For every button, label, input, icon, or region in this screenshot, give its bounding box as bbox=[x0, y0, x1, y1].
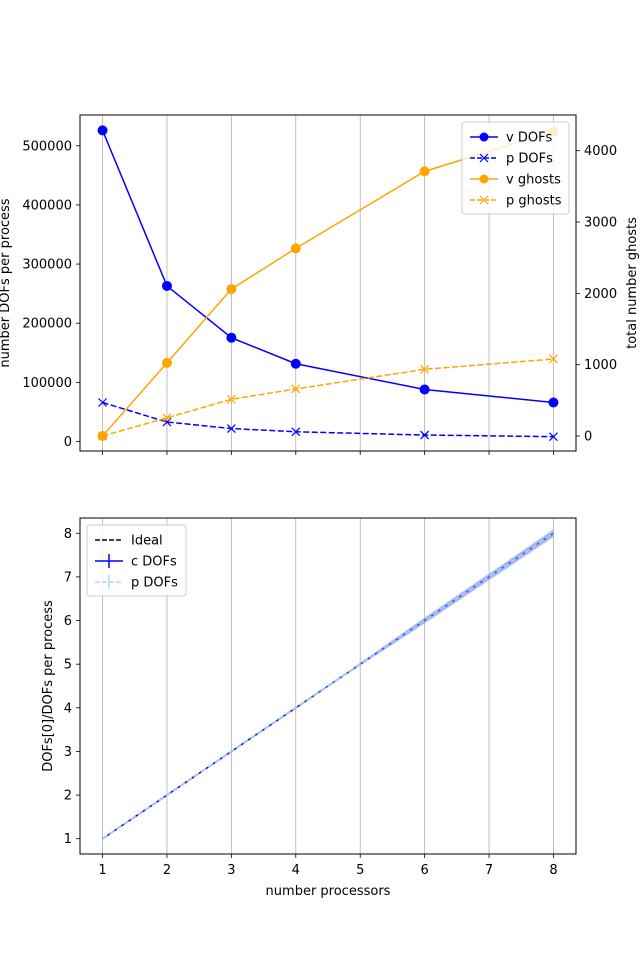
top-legend: v DOFs p DOFs v ghosts p ghosts bbox=[461, 121, 570, 215]
bottom-legend: Ideal c DOFs p DOFs bbox=[86, 524, 187, 597]
xtick-label: 2 bbox=[163, 863, 171, 878]
series-line-v-ghosts bbox=[101, 130, 554, 437]
point-p-dofs bbox=[420, 430, 430, 440]
ytick-label: 0 bbox=[64, 435, 72, 450]
legend-item: v ghosts bbox=[470, 173, 561, 188]
xtick-label: 6 bbox=[420, 863, 428, 878]
point-v-dofs bbox=[161, 280, 172, 291]
ytick-label: 7 bbox=[64, 570, 72, 585]
ytick-label: 500000 bbox=[22, 139, 72, 154]
legend-label: p DOFs bbox=[131, 576, 178, 591]
ytick-right-label: 3000 bbox=[584, 216, 617, 231]
legend-label: v ghosts bbox=[506, 173, 561, 188]
legend-item: v DOFs bbox=[470, 131, 553, 146]
ytick-right-label: 4000 bbox=[584, 144, 617, 159]
top-ylabel: number DOFs per process bbox=[0, 198, 13, 367]
bottom-xticks: 1 2 3 4 5 6 7 8 bbox=[98, 854, 558, 878]
ytick-label: 400000 bbox=[22, 198, 72, 213]
legend-label: c DOFs bbox=[131, 555, 177, 570]
ytick-label: 200000 bbox=[22, 317, 72, 332]
series-band-p-dofs bbox=[102, 528, 554, 839]
point-v-dofs bbox=[226, 332, 237, 343]
ytick-right-label: 2000 bbox=[584, 287, 617, 302]
ytick-right-label: 1000 bbox=[584, 358, 617, 373]
ytick-label: 4 bbox=[64, 701, 72, 716]
point-p-ghosts bbox=[549, 354, 558, 364]
ytick-label: 8 bbox=[64, 527, 72, 542]
series-band-c-dofs bbox=[102, 529, 554, 839]
point-p-ghosts bbox=[420, 364, 430, 374]
point-p-dofs bbox=[98, 398, 107, 407]
ytick-right-label: 0 bbox=[584, 430, 592, 445]
legend-box bbox=[461, 121, 570, 215]
point-v-ghosts bbox=[161, 357, 172, 368]
legend-item: p DOFs bbox=[95, 575, 178, 591]
point-p-ghosts bbox=[226, 394, 236, 404]
point-v-dofs bbox=[419, 384, 430, 395]
ytick-label: 100000 bbox=[22, 376, 72, 391]
legend-label: p ghosts bbox=[506, 194, 562, 209]
xtick-label: 8 bbox=[549, 863, 557, 878]
ytick-label: 300000 bbox=[22, 258, 72, 273]
bottom-xlabel: number processors bbox=[266, 884, 391, 899]
point-p-ghosts bbox=[98, 431, 107, 441]
bottom-ylabel: DOFs[0]/DOFs per process bbox=[41, 600, 56, 772]
point-v-dofs bbox=[97, 125, 108, 136]
bottom-panel: 1 2 3 4 5 6 7 8 1 2 3 4 5 6 7 8 number processors DOFs… bbox=[41, 517, 577, 899]
top-plot-frame bbox=[79, 114, 577, 452]
point-p-dofs bbox=[291, 427, 301, 437]
ytick-label: 1 bbox=[64, 832, 72, 847]
top-xticks bbox=[102, 451, 554, 455]
ytick-label: 5 bbox=[64, 658, 72, 673]
bottom-yticks: 1 2 3 4 5 6 7 8 bbox=[64, 527, 80, 847]
xtick-label: 1 bbox=[98, 863, 106, 878]
point-p-ghosts bbox=[291, 384, 301, 394]
xtick-label: 7 bbox=[485, 863, 493, 878]
point-p-dofs bbox=[549, 432, 558, 442]
point-v-ghosts bbox=[290, 243, 301, 254]
legend-item: Ideal bbox=[95, 534, 163, 549]
bottom-plot-frame bbox=[79, 517, 577, 855]
series-line-p-dofs bbox=[102, 532, 554, 840]
xtick-label: 3 bbox=[227, 863, 235, 878]
xtick-label: 5 bbox=[356, 863, 364, 878]
ytick-label: 3 bbox=[64, 745, 72, 760]
legend-item: p ghosts bbox=[470, 194, 562, 209]
legend-label: v DOFs bbox=[506, 131, 553, 146]
bottom-series-layer bbox=[102, 528, 554, 840]
point-v-dofs bbox=[548, 397, 559, 408]
legend-item: c DOFs bbox=[95, 554, 177, 570]
top-left-yticks: 0 100000 200000 300000 400000 500000 bbox=[22, 139, 80, 450]
legend-label: p DOFs bbox=[506, 152, 553, 167]
point-v-ghosts bbox=[419, 166, 430, 177]
legend-box bbox=[86, 524, 187, 597]
legend-item: p DOFs bbox=[470, 152, 553, 167]
ytick-label: 2 bbox=[64, 789, 72, 804]
ytick-label: 6 bbox=[64, 614, 72, 629]
series-line-p-ghosts bbox=[102, 358, 554, 437]
point-p-dofs bbox=[226, 424, 236, 433]
series-line-p-dofs bbox=[102, 401, 554, 438]
top-panel: 0 100000 200000 300000 400000 500000 0 1000 200… bbox=[0, 114, 640, 455]
top-ylabel-right: total number ghosts bbox=[625, 217, 640, 349]
xtick-label: 4 bbox=[292, 863, 300, 878]
series-line-v-dofs bbox=[101, 130, 554, 404]
point-p-ghosts bbox=[162, 413, 172, 423]
top-right-yticks: 0 1000 2000 3000 4000 bbox=[576, 144, 617, 445]
point-v-dofs bbox=[290, 358, 301, 369]
point-v-ghosts bbox=[226, 284, 237, 295]
legend-label: Ideal bbox=[131, 534, 163, 549]
